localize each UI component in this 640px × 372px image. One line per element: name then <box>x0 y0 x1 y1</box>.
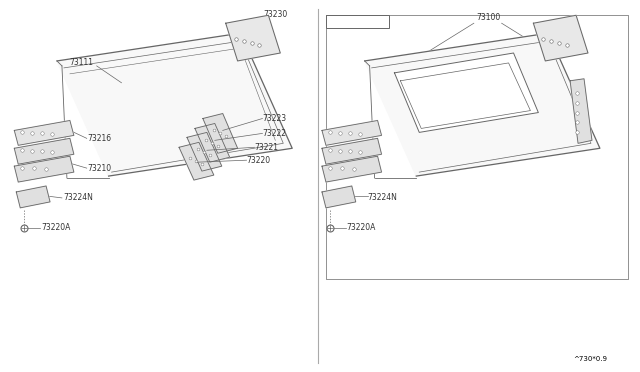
Polygon shape <box>16 186 50 208</box>
Polygon shape <box>394 53 538 132</box>
Text: 73224N: 73224N <box>367 193 397 202</box>
Bar <box>326 15 390 28</box>
Polygon shape <box>203 113 237 153</box>
Text: 73230: 73230 <box>264 10 287 19</box>
Text: ^730*0.9: ^730*0.9 <box>573 356 607 362</box>
Text: 73223: 73223 <box>262 114 287 123</box>
Polygon shape <box>14 156 74 182</box>
Polygon shape <box>322 121 381 145</box>
Text: 73100: 73100 <box>477 13 501 22</box>
Polygon shape <box>570 79 592 143</box>
Polygon shape <box>322 138 381 164</box>
Polygon shape <box>57 33 292 176</box>
Text: 73221: 73221 <box>255 143 278 152</box>
Text: 73111: 73111 <box>70 58 93 67</box>
Polygon shape <box>14 138 74 164</box>
Polygon shape <box>14 121 74 145</box>
Text: 73216: 73216 <box>88 134 112 143</box>
Text: 73224N: 73224N <box>63 193 93 202</box>
Polygon shape <box>322 186 356 208</box>
Polygon shape <box>195 124 230 162</box>
Text: 73220A: 73220A <box>347 223 376 232</box>
Text: 73220: 73220 <box>246 156 271 165</box>
Text: SUN ROOF: SUN ROOF <box>330 18 370 27</box>
Polygon shape <box>322 156 381 182</box>
Polygon shape <box>365 33 600 176</box>
Polygon shape <box>179 142 214 180</box>
Text: 73220A: 73220A <box>41 223 70 232</box>
Polygon shape <box>187 132 221 171</box>
Polygon shape <box>226 15 280 61</box>
Text: 73222: 73222 <box>262 129 287 138</box>
Text: 73210: 73210 <box>88 164 112 173</box>
Polygon shape <box>533 15 588 61</box>
